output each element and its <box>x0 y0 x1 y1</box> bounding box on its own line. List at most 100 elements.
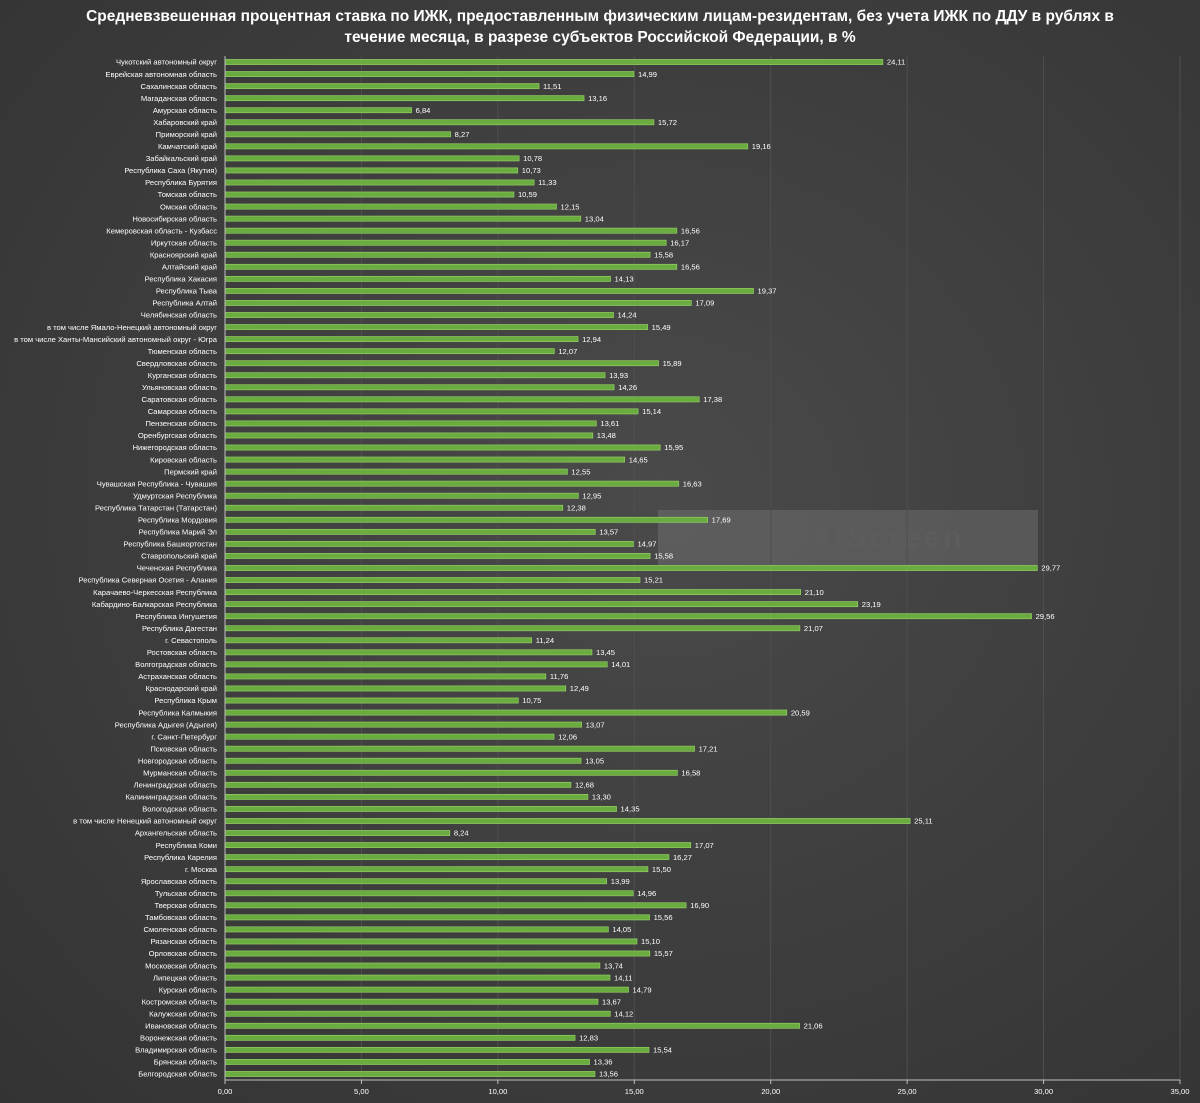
bar <box>224 420 597 427</box>
bar <box>224 637 532 644</box>
bar <box>224 263 678 270</box>
data-label: 16,56 <box>681 263 700 272</box>
data-label: 15,10 <box>641 937 660 946</box>
data-label: 17,69 <box>712 516 731 525</box>
category-label: Томская область <box>158 190 217 199</box>
category-label: Ульяновская область <box>142 383 217 392</box>
data-label: 10,78 <box>523 154 542 163</box>
bar <box>224 480 680 487</box>
data-label: 12,07 <box>558 347 577 356</box>
category-label: Липецкая область <box>153 973 217 982</box>
data-label: 12,55 <box>571 467 590 476</box>
bar <box>224 673 547 680</box>
category-label: Иркутская область <box>151 238 217 247</box>
data-label: 15,54 <box>653 1046 672 1055</box>
data-label: 16,63 <box>683 479 702 488</box>
bar <box>224 504 564 511</box>
bar <box>224 468 568 475</box>
bar <box>224 107 412 114</box>
bar <box>224 830 451 836</box>
data-label: 13,45 <box>596 648 615 657</box>
category-label: Ярославская область <box>141 877 217 886</box>
bar <box>224 456 626 463</box>
bar <box>224 275 611 282</box>
category-label: Республика Карелия <box>144 853 217 862</box>
data-label: 13,74 <box>604 961 623 970</box>
data-label: 21,10 <box>805 588 824 597</box>
bar <box>224 685 567 692</box>
data-label: 14,13 <box>615 275 634 284</box>
data-label: 13,61 <box>600 419 619 428</box>
category-label: Чеченская Республика <box>137 564 218 573</box>
data-label: 13,93 <box>609 371 628 380</box>
data-label: 13,16 <box>588 94 607 103</box>
data-label: 14,97 <box>637 540 656 549</box>
category-label: Республика Саха (Якутия) <box>124 166 217 175</box>
x-tick-label: 20,00 <box>761 1087 780 1096</box>
category-label: Московская область <box>145 961 217 970</box>
bar <box>224 408 639 415</box>
data-label: 17,07 <box>695 841 714 850</box>
bar <box>224 179 535 186</box>
bar <box>224 721 582 728</box>
data-label: 10,75 <box>522 696 541 705</box>
bar <box>224 227 678 234</box>
data-label: 15,95 <box>664 443 683 452</box>
bar <box>224 131 451 138</box>
category-label: Нижегородская область <box>133 443 217 452</box>
bar <box>224 745 695 752</box>
bar <box>224 866 649 873</box>
bar <box>224 59 884 65</box>
bar <box>224 492 579 499</box>
category-label: Алтайский край <box>162 263 217 272</box>
bar <box>224 1046 650 1053</box>
category-label: Архангельская область <box>135 829 217 838</box>
category-label: Республика Тыва <box>156 287 218 296</box>
category-label: г. Севастополь <box>165 636 217 645</box>
category-label: Тамбовская область <box>145 913 217 922</box>
data-label: 8,24 <box>454 829 469 838</box>
bar <box>224 589 802 595</box>
bar <box>224 251 651 258</box>
data-label: 14,24 <box>618 311 637 320</box>
bar <box>224 914 650 921</box>
bar <box>224 601 859 608</box>
data-label: 14,05 <box>612 925 631 934</box>
x-tick-label: 25,00 <box>898 1087 917 1096</box>
bar <box>224 83 540 90</box>
data-label: 14,11 <box>614 973 632 982</box>
category-label: Республика Крым <box>154 696 217 705</box>
data-label: 12,49 <box>570 684 589 693</box>
category-label: Псковская область <box>150 744 217 753</box>
bar <box>224 613 1032 620</box>
data-label: 10,73 <box>522 166 541 175</box>
category-label: Пермский край <box>164 467 217 476</box>
category-label: Еврейская автономная область <box>105 70 217 79</box>
bar <box>224 938 638 945</box>
data-label: 14,99 <box>638 70 657 79</box>
bar <box>224 974 611 981</box>
bars-group <box>224 59 1038 1077</box>
category-label: Республика Северная Осетия - Алания <box>78 576 217 585</box>
category-label: Саратовская область <box>142 395 218 404</box>
category-label: Кировская область <box>150 455 217 464</box>
bar <box>224 541 634 547</box>
category-label: в том числе Ненецкий автономный округ <box>73 817 217 826</box>
category-label: Рязанская область <box>150 937 217 946</box>
bar <box>224 288 754 294</box>
data-label: 16,58 <box>681 769 700 778</box>
bar <box>224 396 700 403</box>
bar <box>224 625 801 632</box>
category-label: Брянская область <box>154 1058 217 1067</box>
bar <box>224 324 648 330</box>
category-label: Курганская область <box>148 371 217 380</box>
data-label: 12,38 <box>567 503 586 512</box>
category-label: Забайкальский край <box>146 154 217 163</box>
bar <box>224 818 911 824</box>
data-label: 8,27 <box>455 130 470 139</box>
category-label: Пензенская область <box>145 419 217 428</box>
bar <box>224 95 585 102</box>
bar <box>224 143 749 150</box>
category-label: Республика Мордовия <box>138 516 217 525</box>
